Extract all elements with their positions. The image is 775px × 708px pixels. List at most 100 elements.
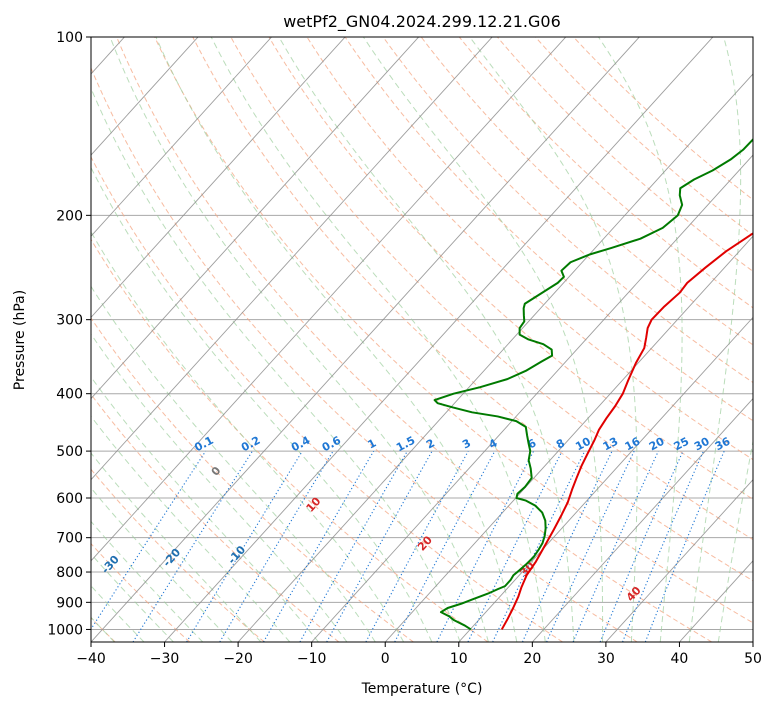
moist-adiabat-line — [210, 37, 546, 642]
isotherm-line — [91, 37, 640, 642]
mixing-ratio-line — [467, 450, 563, 642]
mixing-ratio-lines — [91, 450, 725, 642]
x-tick-label: 20 — [523, 651, 541, 667]
isotherm-line — [458, 316, 753, 642]
mixing-ratio-line — [132, 450, 253, 642]
y-axis-label: Pressure (hPa) — [12, 290, 28, 390]
x-tick-label: 0 — [381, 651, 390, 667]
isotherm-line — [91, 37, 420, 400]
y-tick-label: 1000 — [47, 622, 83, 638]
isotherm-grid — [0, 24, 753, 642]
dry-adiabat-label: -40 — [33, 556, 56, 580]
dry-adiabat-line — [344, 37, 753, 422]
isobar-grid — [91, 37, 753, 630]
x-tick-label: −10 — [297, 651, 327, 667]
isotherm-line — [679, 560, 753, 642]
mixing-ratio-line — [572, 450, 659, 642]
x-tick-label: 10 — [450, 651, 468, 667]
mixing-ratio-line — [546, 450, 635, 642]
dry-adiabat-line — [382, 37, 753, 384]
isotherm-line — [237, 73, 753, 642]
isotherm-line — [91, 37, 567, 562]
y-tick-label: 800 — [56, 565, 83, 581]
x-tick-label: −20 — [223, 651, 253, 667]
mixing-ratio-label: 16 — [623, 435, 643, 454]
isotherm-line — [91, 37, 493, 481]
isotherm-line — [531, 397, 753, 642]
dry-adiabat-line — [91, 542, 191, 642]
y-tick-label: 300 — [56, 313, 83, 329]
y-tick-label: 900 — [56, 595, 83, 611]
isotherm-line — [752, 641, 753, 642]
x-axis-ticks: −40 −30 −20 −10 0 10 20 30 40 50 — [76, 642, 762, 667]
moist-adiabat-line — [109, 37, 489, 642]
dry-adiabat-label: 0 — [209, 464, 224, 479]
moist-adiabat-line — [91, 452, 262, 642]
x-tick-label: −40 — [76, 651, 106, 667]
chart-title: wetPf2_GN04.2024.299.12.21.G06 — [283, 12, 561, 32]
plot-frame — [90, 36, 754, 643]
moist-adiabat-line — [91, 415, 291, 642]
dry-adiabat-line — [192, 37, 753, 582]
y-tick-label: 200 — [56, 208, 83, 224]
mixing-ratio-line — [521, 450, 613, 642]
mixing-ratio-label: 36 — [713, 435, 733, 454]
mixing-ratio-label: 30 — [692, 435, 712, 454]
mixing-ratio-line — [599, 450, 684, 642]
mixing-ratio-line — [219, 450, 334, 642]
mixing-ratio-label: 25 — [672, 435, 692, 454]
moist-adiabat-line — [91, 87, 461, 642]
mixing-ratio-label: 10 — [573, 435, 593, 454]
mixing-ratio-line — [91, 450, 207, 631]
dry-adiabat-label: 40 — [624, 584, 644, 604]
y-tick-label: 500 — [56, 444, 83, 460]
dry-adiabat-line — [268, 37, 753, 500]
y-tick-label: 100 — [56, 30, 83, 46]
y-tick-label: 400 — [56, 387, 83, 403]
mixing-ratio-line — [299, 450, 408, 642]
mixing-ratio-label: 3 — [460, 436, 473, 451]
moist-adiabat-line — [91, 585, 145, 642]
moist-adiabat-line — [469, 37, 638, 642]
x-tick-label: 30 — [597, 651, 615, 667]
isotherm-line — [0, 24, 63, 642]
mixing-ratio-line — [394, 450, 496, 642]
moist-adiabat-line — [91, 376, 319, 642]
dry-adiabat-line — [154, 37, 753, 624]
mixing-ratio-label: 13 — [601, 435, 621, 454]
mixing-ratio-line — [263, 450, 375, 642]
x-tick-label: −30 — [150, 651, 180, 667]
dry-adiabat-line — [306, 37, 753, 461]
moist-adiabat-line — [362, 37, 604, 642]
moist-adiabat-line — [598, 37, 683, 642]
dry-adiabat-line — [572, 37, 753, 201]
moist-adiabat-line — [91, 230, 405, 642]
y-tick-label: 700 — [56, 531, 83, 547]
dry-adiabat-line — [91, 317, 414, 642]
isotherm-line — [91, 37, 346, 319]
mixing-ratio-label: 4 — [487, 436, 500, 451]
x-tick-label: 50 — [744, 651, 762, 667]
y-axis-ticks: 100 200 300 400 500 600 700 800 900 1000 — [47, 30, 91, 638]
moist-adiabat-line — [91, 487, 233, 642]
isotherm-line — [164, 37, 714, 642]
isotherm-line — [384, 235, 753, 642]
isotherm-line — [91, 37, 273, 237]
moist-adiabat-line — [91, 553, 174, 642]
dry-adiabat-line — [230, 37, 753, 541]
moist-adiabat-line — [91, 166, 433, 642]
dry-adiabat-line — [91, 238, 489, 642]
dewpoint-profile-line — [433, 137, 753, 631]
dry-adiabat-label: 20 — [415, 533, 435, 553]
moist-adiabat-line — [717, 438, 753, 642]
mixing-ratio-line — [622, 450, 704, 642]
dry-adiabat-line — [91, 66, 638, 642]
mixing-ratio-line — [436, 450, 535, 642]
mixing-ratio-line — [644, 450, 725, 642]
dry-adiabat-line — [458, 37, 753, 309]
y-tick-label: 600 — [56, 491, 83, 507]
mixing-ratio-line — [186, 450, 303, 642]
dry-adiabat-line — [116, 37, 713, 642]
x-tick-label: 40 — [671, 651, 689, 667]
